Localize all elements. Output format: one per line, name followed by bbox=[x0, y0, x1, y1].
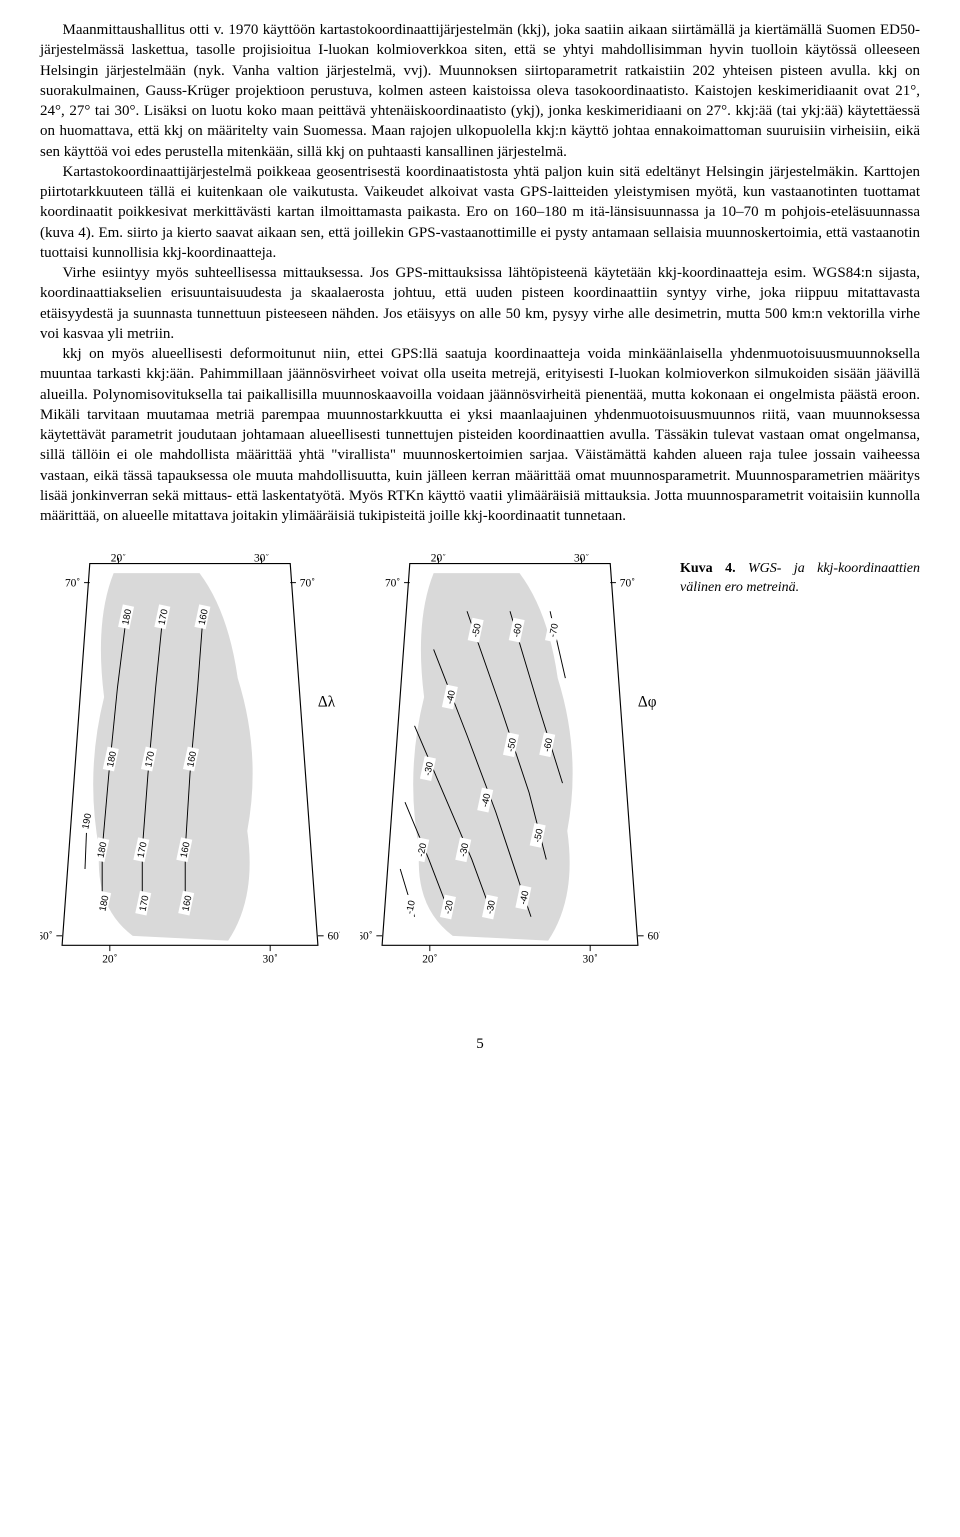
map-right-dphi: -70-60-60-50-50-50-40-40-40-30-30-30-20-… bbox=[360, 554, 660, 974]
svg-text:60˚: 60˚ bbox=[360, 931, 373, 943]
svg-text:-10: -10 bbox=[404, 900, 418, 916]
caption-label: Kuva 4. bbox=[680, 561, 736, 576]
svg-text:70˚: 70˚ bbox=[385, 578, 400, 590]
paragraph-1: Maanmittaushallitus otti v. 1970 käyttöö… bbox=[40, 20, 920, 162]
paragraph-4: kkj on myös alueellisesti deformoitunut … bbox=[40, 344, 920, 526]
svg-text:20˚: 20˚ bbox=[422, 954, 437, 966]
svg-text:30˚: 30˚ bbox=[263, 954, 278, 966]
paragraph-3: Virhe esiintyy myös suhteellisessa mitta… bbox=[40, 263, 920, 344]
svg-text:60˚: 60˚ bbox=[647, 931, 660, 943]
figure-caption: Kuva 4. WGS- ja kkj-koordinaattien välin… bbox=[680, 554, 920, 598]
svg-text:Δφ: Δφ bbox=[638, 694, 657, 711]
svg-text:60˚: 60˚ bbox=[327, 931, 340, 943]
svg-text:70˚: 70˚ bbox=[620, 578, 635, 590]
svg-text:20˚: 20˚ bbox=[102, 954, 117, 966]
svg-text:70˚: 70˚ bbox=[300, 578, 315, 590]
figure-4: 1901801801801801701701701701601601601602… bbox=[40, 554, 920, 974]
svg-text:190: 190 bbox=[80, 813, 94, 831]
paragraph-2: Kartastokoordinaattijärjestelmä poikkeaa… bbox=[40, 162, 920, 263]
svg-text:30˚: 30˚ bbox=[583, 954, 598, 966]
svg-text:60˚: 60˚ bbox=[40, 931, 53, 943]
svg-text:180: 180 bbox=[97, 895, 111, 913]
svg-text:70˚: 70˚ bbox=[65, 578, 80, 590]
svg-text:Δλ: Δλ bbox=[318, 694, 336, 711]
svg-text:-70: -70 bbox=[547, 623, 561, 639]
page-number: 5 bbox=[40, 1034, 920, 1054]
map-left-dlambda: 1901801801801801701701701701601601601602… bbox=[40, 554, 340, 974]
